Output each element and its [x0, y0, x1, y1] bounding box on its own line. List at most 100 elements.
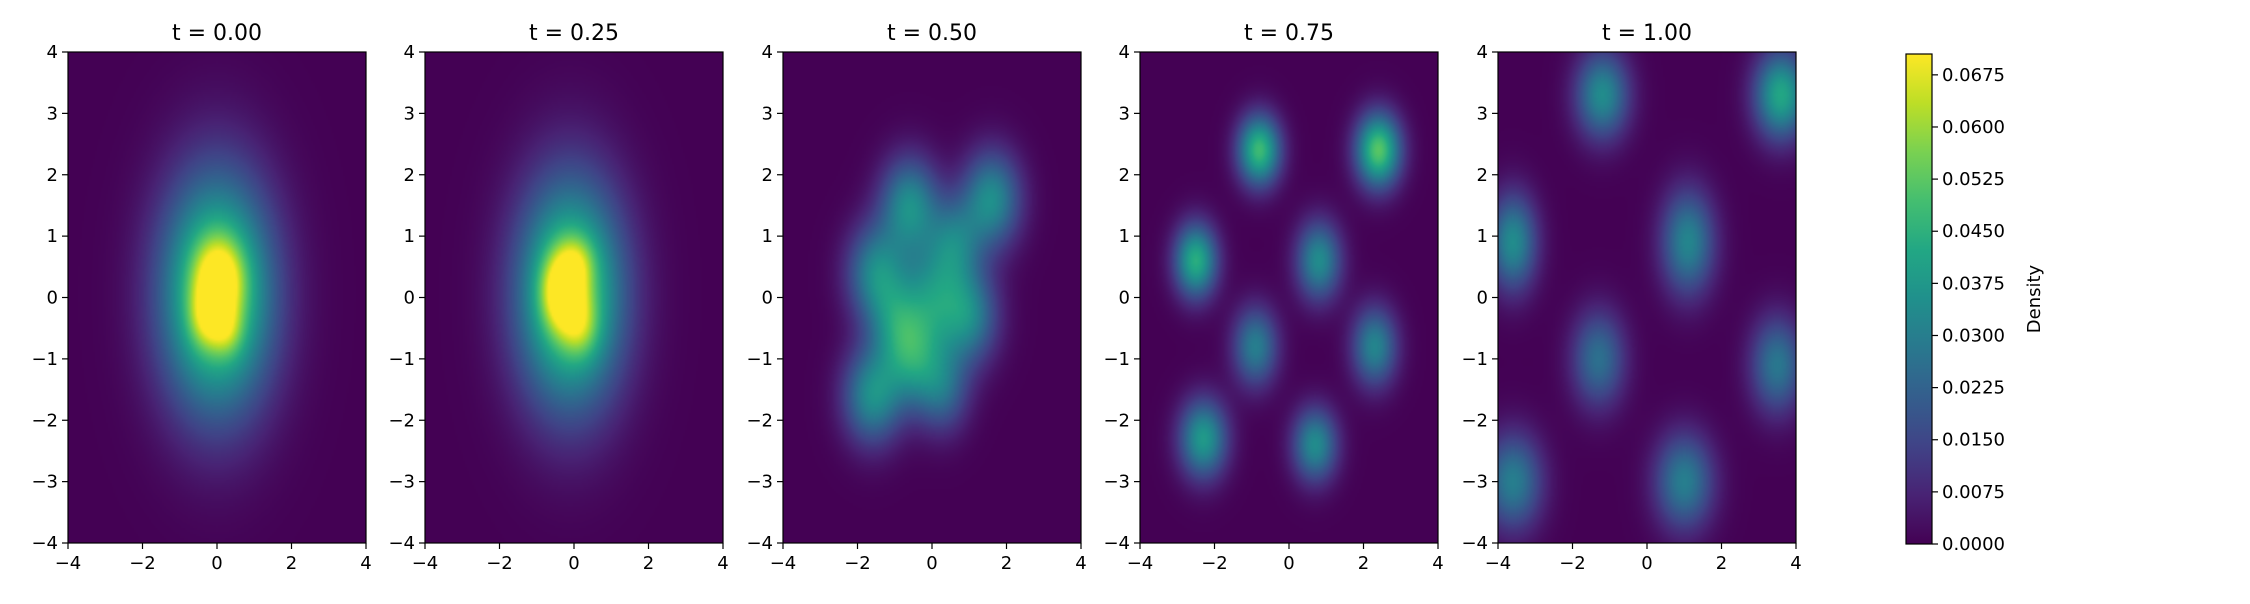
y-tick-label: −3: [1103, 472, 1130, 493]
panels-layer: t = 0.00 −4 −2 0 2 4 −4 −3 −2 −1 0 1 2 3 4 t = 0.25 −4 −2…: [31, 21, 1801, 574]
y-tick-label: −2: [388, 410, 415, 431]
heatmap-image: [1498, 52, 1796, 543]
y-tick-label: −3: [388, 472, 415, 493]
y-tick-label: 3: [404, 103, 415, 124]
y-tick-label: −4: [31, 533, 58, 554]
colorbar-tick-label: 0.0600: [1942, 117, 2005, 138]
y-tick-label: −2: [31, 410, 58, 431]
y-tick-label: −2: [746, 410, 773, 431]
x-tick-label: 2: [1001, 553, 1012, 574]
x-tick-label: −2: [1201, 553, 1228, 574]
x-tick-label: −4: [770, 553, 797, 574]
x-tick-label: −4: [1127, 553, 1154, 574]
colorbar-tick-label: 0.0525: [1942, 169, 2005, 190]
x-tick-label: −4: [1485, 553, 1512, 574]
panel-3: t = 0.75 −4 −2 0 2 4 −4 −3 −2 −1 0 1 2 3 4: [1103, 21, 1443, 574]
y-tick-label: 3: [1119, 103, 1130, 124]
colorbar-tick-label: 0.0450: [1942, 221, 2005, 242]
y-tick-label: −1: [1461, 349, 1488, 370]
x-tick-label: 0: [211, 553, 222, 574]
y-tick-label: 4: [1477, 42, 1488, 63]
x-tick-label: 4: [1075, 553, 1086, 574]
y-tick-label: 2: [47, 165, 58, 186]
y-tick-label: 1: [1119, 226, 1130, 247]
y-tick-label: 1: [404, 226, 415, 247]
heatmap-image: [1140, 52, 1438, 543]
colorbar-tick-label: 0.0075: [1942, 482, 2005, 503]
panel-0: t = 0.00 −4 −2 0 2 4 −4 −3 −2 −1 0 1 2 3 4: [31, 21, 371, 574]
x-tick-label: −4: [412, 553, 439, 574]
y-tick-label: 4: [47, 42, 58, 63]
y-tick-label: −2: [1103, 410, 1130, 431]
y-tick-label: −1: [31, 349, 58, 370]
y-tick-label: 1: [1477, 226, 1488, 247]
panel-title: t = 0.00: [172, 21, 262, 46]
x-tick-label: 0: [926, 553, 937, 574]
colorbar-fill: [1906, 54, 1932, 544]
y-tick-label: 2: [1119, 165, 1130, 186]
y-tick-label: −4: [1103, 533, 1130, 554]
x-tick-label: −2: [129, 553, 156, 574]
y-tick-label: −2: [1461, 410, 1488, 431]
y-tick-label: 2: [1477, 165, 1488, 186]
y-tick-label: 4: [404, 42, 415, 63]
panel-title: t = 0.50: [887, 21, 977, 46]
colorbar-tick-label: 0.0150: [1942, 430, 2005, 451]
y-tick-label: 2: [762, 165, 773, 186]
y-tick-label: 0: [1119, 288, 1130, 309]
x-tick-label: 2: [643, 553, 654, 574]
y-tick-label: 0: [404, 288, 415, 309]
heatmap-image: [783, 52, 1081, 543]
colorbar-tick-label: 0.0225: [1942, 378, 2005, 399]
x-tick-label: 4: [717, 553, 728, 574]
y-tick-label: −1: [1103, 349, 1130, 370]
y-tick-label: −1: [388, 349, 415, 370]
x-tick-label: 0: [1283, 553, 1294, 574]
y-tick-label: 0: [762, 288, 773, 309]
x-tick-label: 2: [1716, 553, 1727, 574]
colorbar-frame: [1905, 53, 1933, 545]
colorbar-tick-label: 0.0375: [1942, 273, 2005, 294]
x-tick-label: 2: [1358, 553, 1369, 574]
y-tick-label: 4: [762, 42, 773, 63]
y-tick-label: −1: [746, 349, 773, 370]
x-tick-label: 0: [568, 553, 579, 574]
colorbar: 0.0000 0.0075 0.0150 0.0225 0.0300 0.0375 0.04…: [1905, 53, 2045, 555]
y-tick-label: −4: [1461, 533, 1488, 554]
x-tick-label: −2: [844, 553, 871, 574]
y-tick-label: 1: [47, 226, 58, 247]
y-tick-label: −4: [746, 533, 773, 554]
colorbar-label: Density: [2024, 264, 2045, 333]
y-tick-label: −4: [388, 533, 415, 554]
x-tick-label: −2: [486, 553, 513, 574]
x-tick-label: 4: [1790, 553, 1801, 574]
panel-1: t = 0.25 −4 −2 0 2 4 −4 −3 −2 −1 0 1 2 3 4: [388, 21, 728, 574]
x-tick-label: −2: [1559, 553, 1586, 574]
x-tick-label: 4: [1432, 553, 1443, 574]
x-tick-label: 4: [360, 553, 371, 574]
colorbar-tick-label: 0.0000: [1942, 534, 2005, 555]
y-tick-label: −3: [31, 472, 58, 493]
y-tick-label: 3: [47, 103, 58, 124]
y-tick-label: 0: [47, 288, 58, 309]
heatmap-image: [68, 52, 366, 543]
panel-2: t = 0.50 −4 −2 0 2 4 −4 −3 −2 −1 0 1 2 3 4: [746, 21, 1086, 574]
y-tick-label: 2: [404, 165, 415, 186]
heatmap-image: [425, 52, 723, 543]
panel-title: t = 1.00: [1602, 21, 1692, 46]
y-tick-label: 1: [762, 226, 773, 247]
y-tick-label: −3: [746, 472, 773, 493]
x-tick-label: −4: [55, 553, 82, 574]
x-tick-label: 0: [1641, 553, 1652, 574]
y-tick-label: 3: [762, 103, 773, 124]
panel-4: t = 1.00 −4 −2 0 2 4 −4 −3 −2 −1 0 1 2 3 4: [1461, 21, 1801, 574]
y-tick-label: 4: [1119, 42, 1130, 63]
panel-title: t = 0.25: [529, 21, 619, 46]
y-tick-label: 0: [1477, 288, 1488, 309]
panel-title: t = 0.75: [1244, 21, 1334, 46]
x-tick-label: 2: [286, 553, 297, 574]
colorbar-tick-label: 0.0675: [1942, 65, 2005, 86]
y-tick-label: −3: [1461, 472, 1488, 493]
